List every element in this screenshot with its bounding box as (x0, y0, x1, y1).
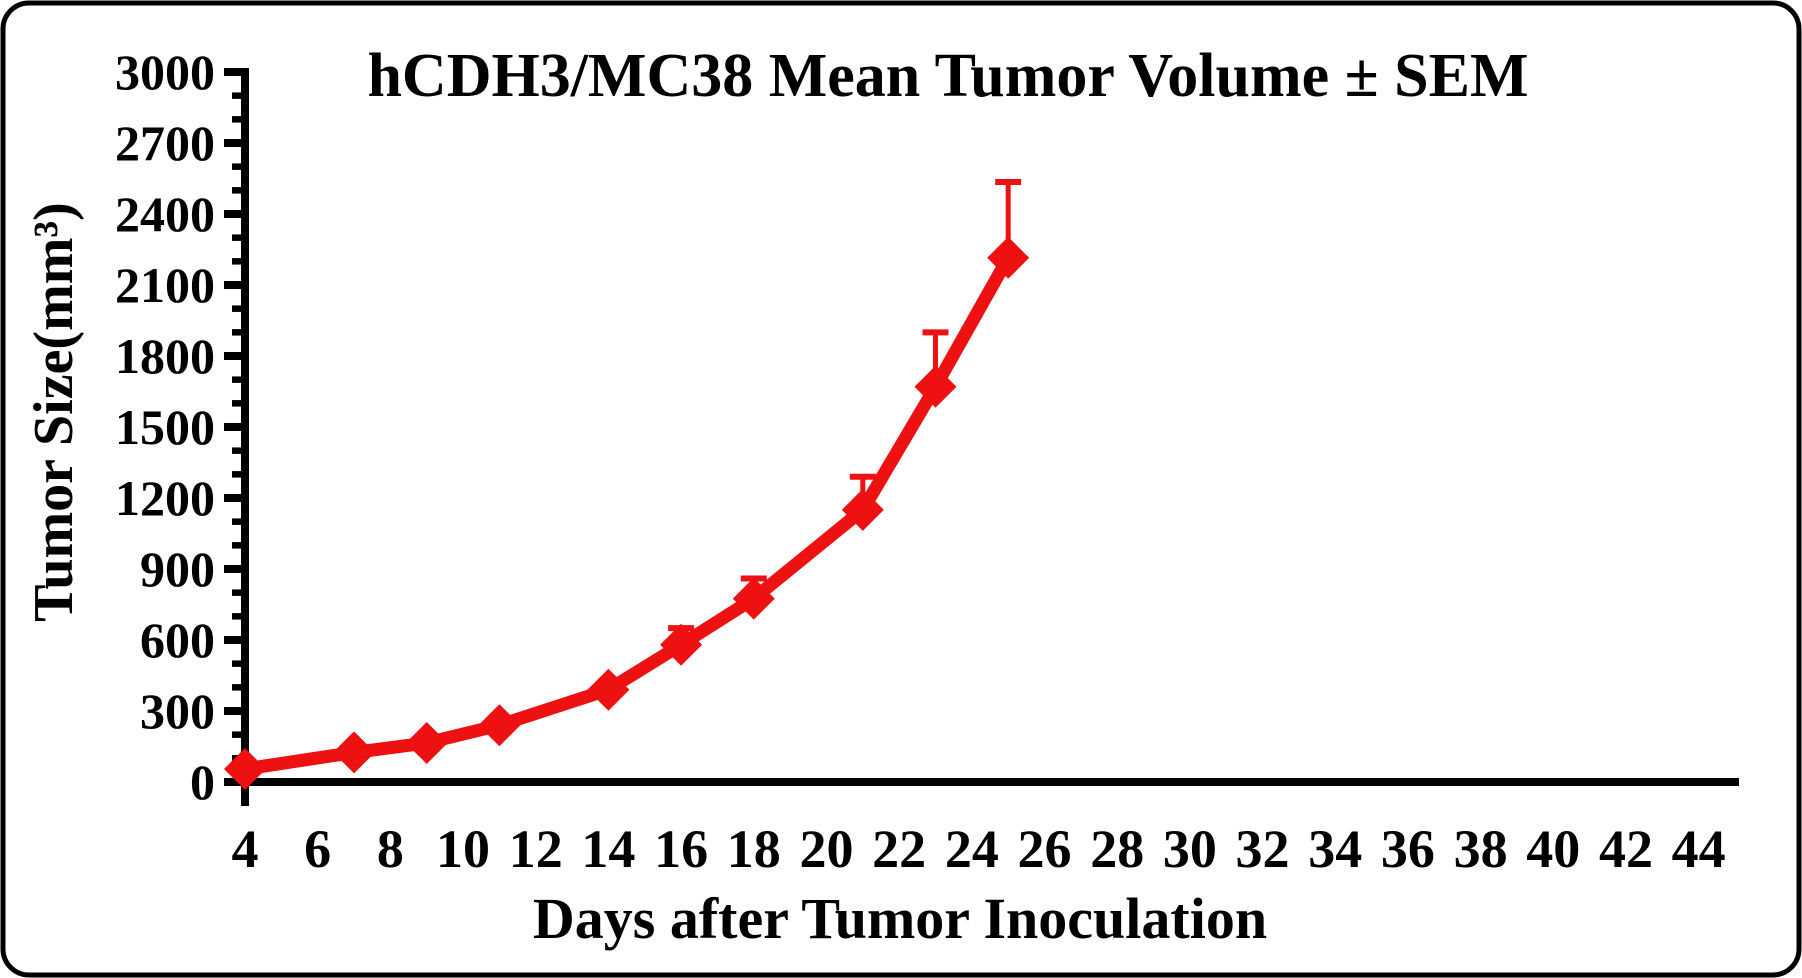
x-tick-label: 42 (1599, 819, 1653, 879)
x-tick-label: 4 (232, 819, 259, 879)
x-tick-label: 10 (436, 819, 490, 879)
y-tick-label: 1200 (115, 470, 215, 526)
x-tick-label: 12 (509, 819, 563, 879)
x-tick-label: 14 (581, 819, 635, 879)
x-tick-labels: 4 6 8 10 12 14 16 18 20 22 24 26 28 30 32 34 36 38 40 42 44 (232, 819, 1726, 879)
data-point-marker (660, 623, 703, 666)
y-tick-label: 1500 (115, 399, 215, 455)
y-tick-label: 600 (140, 612, 215, 668)
data-point-marker (732, 577, 775, 620)
x-tick-label: 36 (1381, 819, 1435, 879)
x-tick-label: 18 (727, 819, 781, 879)
x-tick-label: 24 (945, 819, 999, 879)
x-tick-label: 8 (377, 819, 404, 879)
axes (241, 68, 1739, 786)
x-tick-label: 28 (1090, 819, 1144, 879)
data-series (224, 179, 1030, 790)
y-tick-label: 300 (140, 683, 215, 739)
series-line (238, 251, 1015, 776)
x-tick-label: 44 (1672, 819, 1726, 879)
y-axis-title: Tumor Size(mm³) (23, 202, 85, 622)
data-point-marker (478, 704, 521, 747)
x-axis-title: Days after Tumor Inoculation (533, 886, 1267, 951)
x-tick-label: 38 (1454, 819, 1508, 879)
y-tick-label: 1800 (115, 328, 215, 384)
data-point-marker (914, 365, 957, 408)
y-tick-label: 0 (190, 754, 215, 810)
y-tick-label: 2400 (115, 186, 215, 242)
x-tick-label: 6 (304, 819, 331, 879)
x-tick-label: 30 (1163, 819, 1217, 879)
y-tick-labels: 0 300 600 900 1200 1500 1800 2100 2400 2700 3000 (115, 44, 215, 810)
x-tick-label: 26 (1018, 819, 1072, 879)
data-point-marker (841, 488, 884, 531)
data-point-marker (987, 236, 1030, 279)
x-tick-label: 22 (872, 819, 926, 879)
chart-title: hCDH3/MC38 Mean Tumor Volume ± SEM (367, 42, 1528, 110)
y-tick-label: 2700 (115, 115, 215, 171)
data-point-marker (587, 668, 630, 711)
data-point-marker (405, 721, 448, 764)
y-tick-label: 2100 (115, 257, 215, 313)
x-tick-label: 32 (1236, 819, 1290, 879)
x-tick-label: 20 (799, 819, 853, 879)
data-point-marker (333, 731, 376, 774)
x-tick-label: 16 (654, 819, 708, 879)
x-tick-label: 40 (1526, 819, 1580, 879)
data-point-marker (224, 747, 266, 790)
x-tick-label: 34 (1308, 819, 1362, 879)
y-tick-label: 3000 (115, 44, 215, 100)
y-tick-label: 900 (140, 541, 215, 597)
